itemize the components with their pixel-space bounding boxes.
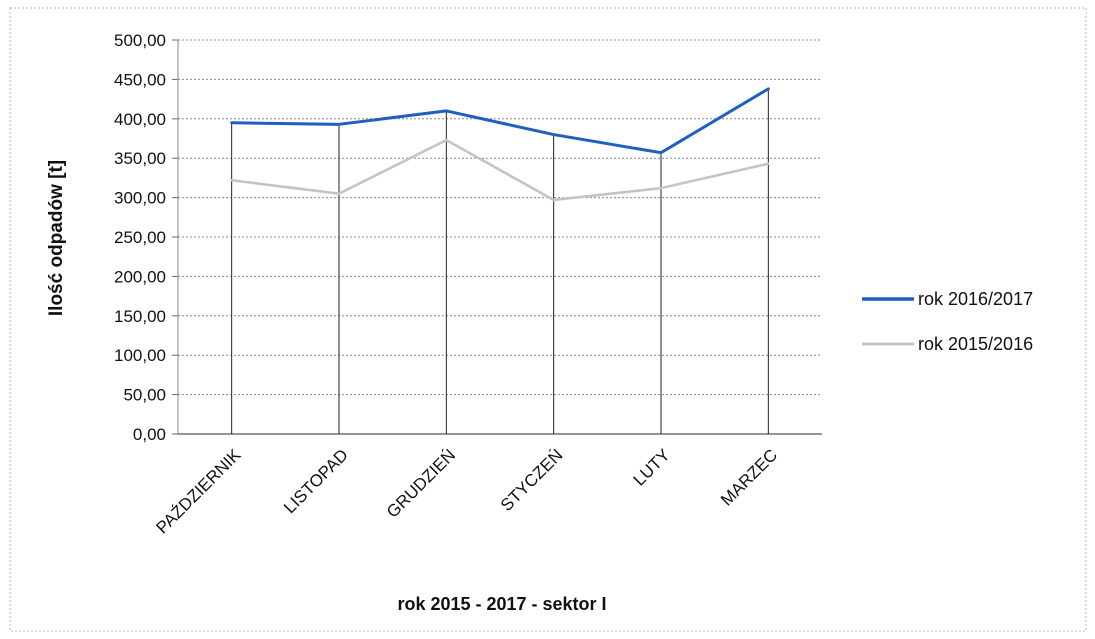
legend-label: rok 2016/2017 [918, 289, 1033, 309]
y-tick-label: 150,00 [114, 307, 166, 326]
legend-label: rok 2015/2016 [918, 334, 1033, 354]
y-tick-label: 350,00 [114, 149, 166, 168]
y-tick-labels: 0,00 50,00 100,00 150,00 200,00 250,00 300,00 3… [114, 31, 166, 444]
y-tick-label: 200,00 [114, 267, 166, 286]
y-tick-label: 400,00 [114, 110, 166, 129]
y-tick-label: 450,00 [114, 70, 166, 89]
legend: rok 2016/2017 rok 2015/2016 [862, 289, 1033, 354]
y-tick-label: 100,00 [114, 346, 166, 365]
y-tick-label: 300,00 [114, 189, 166, 208]
y-tick-label: 500,00 [114, 31, 166, 50]
chart-frame [9, 7, 1087, 632]
y-tick-label: 0,00 [133, 425, 166, 444]
x-axis-title: rok 2015 - 2017 - sektor I [397, 594, 606, 614]
series-layer [230, 87, 770, 202]
drop-lines-layer [231, 88, 769, 434]
y-axis-title: Ilość odpadów [t] [46, 160, 67, 316]
grid-layer [172, 39, 822, 435]
y-tick-label: 250,00 [114, 228, 166, 247]
series-line [230, 87, 770, 155]
y-tick-label: 50,00 [123, 386, 166, 405]
series-line [230, 138, 770, 202]
